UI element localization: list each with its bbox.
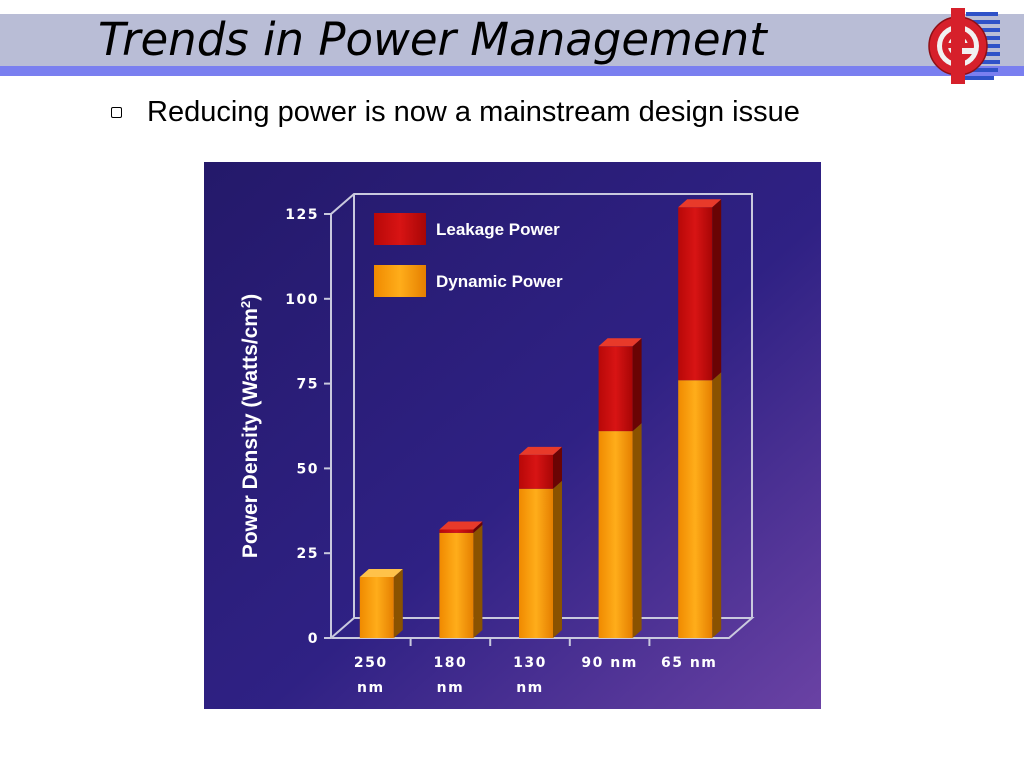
bar-top-face (519, 446, 562, 455)
e-emblem-logo-icon (928, 8, 1000, 84)
y-axis-title: Power Density (Watts/cm2) (238, 294, 262, 558)
bullet-text: Reducing power is now a mainstream desig… (147, 96, 800, 128)
chart-background (204, 162, 821, 709)
legend-swatch (374, 265, 426, 297)
x-tick-label: 130 (513, 655, 547, 671)
y-tick-label: 0 (308, 631, 319, 647)
floor-outline (330, 617, 755, 639)
bar-dynamic (678, 380, 713, 638)
bar-top-face (439, 521, 483, 530)
slide-title: Trends in Power Management (98, 13, 767, 66)
power-density-chart: 0 25 50 75 100 125 Power Density (Watts/cm2) 25… (204, 162, 821, 709)
bar-top-face (598, 338, 642, 347)
y-tick-label: 125 (285, 207, 319, 223)
y-tick-label: 100 (285, 292, 319, 308)
bar-dynamic (439, 532, 474, 638)
legend-label: Leakage Power (436, 220, 560, 239)
bar-leakage (519, 454, 553, 489)
bullet-marker (111, 107, 122, 118)
bar-leakage-side (473, 521, 483, 533)
back-wall-frame (330, 193, 753, 618)
bar-dynamic-side (393, 568, 403, 638)
y-tick-label: 75 (297, 377, 319, 393)
x-tick-label: 250 (354, 655, 388, 671)
legend-swatch (374, 213, 426, 245)
x-tick-label: 180 (434, 655, 468, 671)
y-tick-label: 50 (297, 461, 319, 477)
title-bar (0, 14, 1024, 66)
bar-leakage (678, 207, 713, 381)
bar-leakage-side (712, 199, 722, 381)
bar-leakage-side (632, 338, 642, 432)
bar-top-face (359, 568, 403, 577)
bar-dynamic-side (632, 423, 642, 638)
y-tick-label: 25 (297, 546, 319, 562)
x-tick-label-line2: nm (437, 680, 465, 696)
bar-dynamic-side (712, 372, 722, 638)
bar-top-face (678, 199, 722, 208)
x-tick-label: 90 nm (581, 655, 637, 671)
x-tick-label-line2: nm (357, 680, 385, 696)
logo (918, 6, 1002, 86)
title-underline (0, 66, 1024, 76)
bar-dynamic-side (473, 524, 483, 638)
bar-leakage (439, 529, 474, 533)
bar-dynamic (359, 576, 394, 638)
legend-label: Dynamic Power (436, 272, 563, 291)
x-tick-label-line2: nm (516, 680, 544, 696)
bar-dynamic (598, 431, 633, 638)
bar-dynamic-side (553, 480, 562, 638)
bar-leakage-side (553, 446, 562, 489)
bar-dynamic (519, 488, 553, 638)
x-tick-label: 65 nm (661, 655, 717, 671)
bar-leakage (598, 346, 633, 432)
